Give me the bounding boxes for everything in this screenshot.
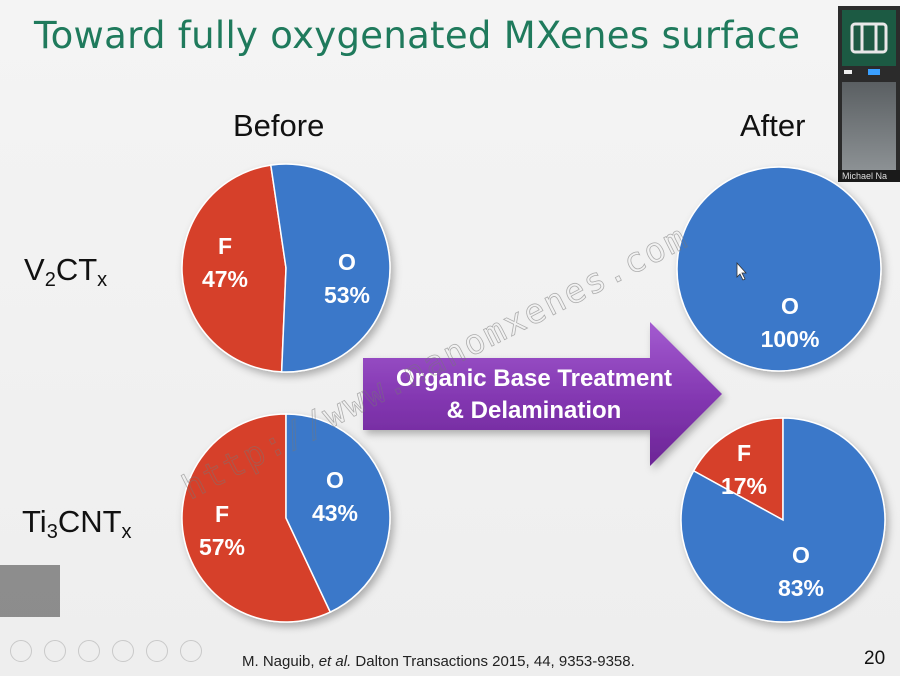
- slice-label-f: F: [737, 440, 751, 466]
- slides-icon[interactable]: [112, 640, 134, 662]
- slide-title: Toward fully oxygenated MXenes surface: [34, 14, 801, 57]
- pie-slice-o: [680, 417, 886, 623]
- slice-label-o: O: [326, 467, 344, 493]
- row-label-sub: x: [97, 269, 108, 291]
- slice-label-o: O: [338, 249, 356, 275]
- pie-slice-o: [285, 413, 391, 614]
- column-header-before: Before: [233, 108, 325, 143]
- slice-value-f: 47%: [202, 266, 248, 292]
- video-control-active[interactable]: [868, 69, 880, 75]
- video-feed: [842, 82, 896, 170]
- row-label-mid: CT: [55, 252, 98, 287]
- zoom-icon[interactable]: [146, 640, 168, 662]
- citation-etal: et al.: [318, 653, 352, 670]
- video-participant-name: Michael Na: [838, 170, 900, 182]
- slice-value-o: 83%: [778, 575, 824, 601]
- row-label-sub: 3: [46, 521, 58, 543]
- pie-chart-ti3cntx-after: [680, 417, 886, 623]
- pie-slice-f: [692, 417, 784, 522]
- back-icon[interactable]: [10, 640, 32, 662]
- column-header-after: After: [740, 108, 806, 143]
- presentation-toolbar[interactable]: [0, 640, 210, 670]
- arrow-text-line2: & Delamination: [447, 397, 622, 424]
- university-logo-icon: [842, 10, 896, 66]
- row-label-base: V: [24, 252, 45, 287]
- forward-icon[interactable]: [44, 640, 66, 662]
- row-label-v2ctx: V2CTx: [24, 252, 107, 292]
- row-label-ti3cntx: Ti3CNTx: [22, 504, 132, 544]
- pie-slice-f: [181, 413, 332, 623]
- citation-author: M. Naguib,: [242, 653, 315, 670]
- slice-value-f: 17%: [721, 473, 767, 499]
- row-label-sub: 2: [44, 269, 56, 291]
- slice-label-o: O: [781, 293, 799, 319]
- slice-label-f: F: [215, 501, 229, 527]
- slice-value-o: 43%: [312, 500, 358, 526]
- logo-mark: [850, 22, 888, 54]
- video-control[interactable]: [844, 70, 852, 74]
- row-label-sub: x: [121, 521, 132, 543]
- mouse-cursor-icon: [736, 261, 747, 281]
- pen-icon[interactable]: [78, 640, 100, 662]
- video-thumbnail[interactable]: Michael Na: [838, 6, 900, 182]
- pie-slice-f: [181, 164, 287, 373]
- slice-value-o: 100%: [761, 326, 820, 352]
- row-label-mid: CNT: [57, 504, 122, 539]
- slice-label-o: O: [792, 542, 810, 568]
- process-arrow: Organic Base Treatment & Delamination: [363, 322, 722, 466]
- pie-chart-v2ctx-before: [181, 163, 391, 373]
- slice-value-o: 53%: [324, 282, 370, 308]
- citation: M. Naguib, et al. Dalton Transactions 20…: [242, 653, 635, 670]
- slice-value-f: 57%: [199, 534, 245, 560]
- pie-chart-ti3cntx-before: [181, 413, 391, 623]
- process-arrow-shape: [363, 322, 722, 466]
- recorder-overlay: [0, 565, 60, 617]
- citation-rest: Dalton Transactions 2015, 44, 9353-9358.: [355, 653, 635, 670]
- row-label-base: Ti: [22, 504, 47, 539]
- pie-slice-o: [676, 166, 882, 372]
- page-number: 20: [864, 648, 886, 669]
- pie-slice-o: [269, 163, 391, 373]
- pie-chart-v2ctx-after: [676, 166, 882, 372]
- more-icon[interactable]: [180, 640, 202, 662]
- arrow-text-line1: Organic Base Treatment: [396, 365, 672, 392]
- slice-label-f: F: [218, 233, 232, 259]
